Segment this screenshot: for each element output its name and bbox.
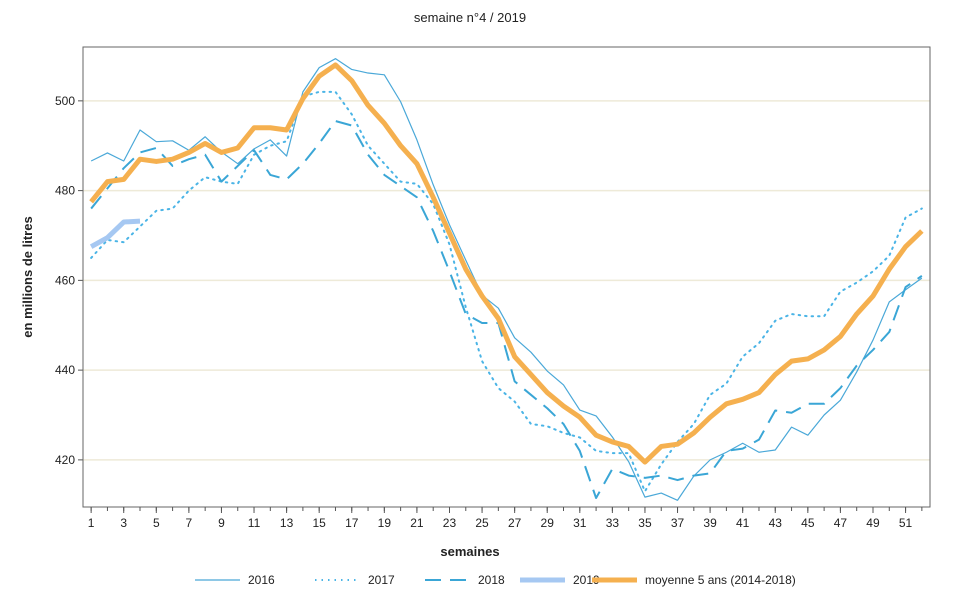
- y-tick-label: 460: [55, 273, 75, 287]
- x-tick-label: 3: [120, 516, 127, 530]
- x-tick-label: 9: [218, 516, 225, 530]
- x-tick-label: 21: [410, 516, 424, 530]
- y-axis-label: en millions de litres: [20, 216, 35, 337]
- x-tick-label: 31: [573, 516, 587, 530]
- x-tick-label: 17: [345, 516, 359, 530]
- x-tick-label: 7: [186, 516, 193, 530]
- plot-frame: [82, 46, 931, 508]
- y-tick-label: 480: [55, 184, 75, 198]
- x-tick-label: 47: [834, 516, 848, 530]
- gridlines: [83, 100, 930, 461]
- x-tick-label: 43: [769, 516, 783, 530]
- x-axis-label: semaines: [440, 544, 499, 559]
- series-line-2018: [90, 120, 923, 500]
- series-line-2019: [89, 218, 141, 249]
- x-tick-label: 39: [703, 516, 717, 530]
- y-tick-label: 440: [55, 363, 75, 377]
- legend-label: 2017: [368, 573, 395, 587]
- x-tick-label: 25: [475, 516, 489, 530]
- x-tick-label: 49: [866, 516, 880, 530]
- y-tick-label: 500: [55, 94, 75, 108]
- legend-label: 2018: [478, 573, 505, 587]
- series-lines: [89, 58, 924, 501]
- legend-label: 2016: [248, 573, 275, 587]
- chart-title: semaine n°4 / 2019: [414, 10, 526, 25]
- series-line-2016: [90, 58, 923, 501]
- y-tick-label: 420: [55, 453, 75, 467]
- legend-label: 2019: [573, 573, 600, 587]
- x-tick-label: 23: [443, 516, 457, 530]
- x-tick-label: 29: [541, 516, 555, 530]
- x-tick-label: 51: [899, 516, 913, 530]
- x-tick-label: 11: [248, 516, 261, 530]
- x-tick-label: 19: [378, 516, 392, 530]
- x-tick-label: 1: [88, 516, 95, 530]
- legend-label: moyenne 5 ans (2014-2018): [645, 573, 796, 587]
- series-line-moyenne-5-ans-2014-2018-: [89, 62, 924, 465]
- x-tick-label: 33: [606, 516, 620, 530]
- x-tick-label: 41: [736, 516, 750, 530]
- x-tick-label: 45: [801, 516, 815, 530]
- x-tick-label: 37: [671, 516, 685, 530]
- legend: 2016 2017 2018 2019 moyenne 5 ans (2014-2018…: [195, 573, 796, 587]
- x-tick-label: 27: [508, 516, 522, 530]
- x-tick-label: 5: [153, 516, 160, 530]
- x-tick-label: 13: [280, 516, 294, 530]
- x-tick-label: 15: [313, 516, 327, 530]
- x-tick-label: 35: [638, 516, 652, 530]
